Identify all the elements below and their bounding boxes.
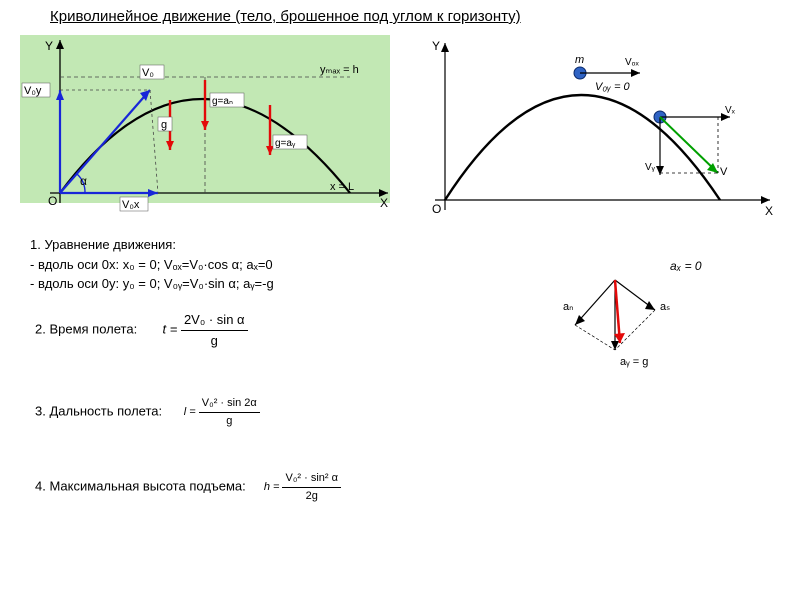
- svg-text:X: X: [380, 196, 388, 210]
- svg-text:aₓ = 0: aₓ = 0: [670, 259, 702, 273]
- range: 3. Дальность полета: l = V₀² · sin 2α g: [35, 395, 260, 429]
- eq4-den: 2g: [282, 488, 340, 505]
- svg-text:V: V: [720, 166, 728, 178]
- svg-text:x = L: x = L: [330, 181, 354, 193]
- svg-text:g=aₙ: g=aₙ: [212, 96, 233, 107]
- equations-motion: 1. Уравнение движения: - вдоль оси 0x: x…: [30, 235, 274, 294]
- svg-text:X: X: [765, 204, 773, 218]
- svg-text:O: O: [48, 194, 57, 208]
- eq2-num: 2V₀ · sin α: [181, 310, 248, 331]
- svg-text:g: g: [161, 119, 167, 131]
- eq4-num: V₀² · sin² α: [282, 470, 340, 488]
- eq1-y: - вдоль оси 0y: y₀ = 0; V₀ᵧ=V₀·sin α; aᵧ…: [30, 274, 274, 294]
- eq2-head: 2. Время полета:: [35, 321, 137, 336]
- eq4-head: 4. Максимальная высота подъема:: [35, 478, 246, 493]
- svg-text:V₀y: V₀y: [24, 85, 42, 97]
- svg-text:m: m: [575, 54, 584, 66]
- eq3-num: V₀² · sin 2α: [199, 395, 260, 413]
- eq1-x: - вдоль оси 0x: x₀ = 0; Vₒₓ=V₀·cos α; aₓ…: [30, 255, 274, 275]
- max-height: 4. Максимальная высота подъема: h = V₀² …: [35, 470, 341, 504]
- accel-diagram: aₓ = 0 aₙ aₛ aᵧ = g: [555, 255, 735, 375]
- svg-text:Vᵧ: Vᵧ: [645, 162, 656, 173]
- eq1-head: 1. Уравнение движения:: [30, 235, 274, 255]
- page-title: Криволинейное движение (тело, брошенное …: [50, 8, 521, 25]
- svg-text:V₀x: V₀x: [122, 199, 140, 211]
- svg-text:aₛ: aₛ: [660, 301, 670, 313]
- svg-text:g=aᵧ: g=aᵧ: [275, 138, 296, 149]
- svg-text:aᵧ = g: aᵧ = g: [620, 356, 648, 368]
- eq2-den: g: [181, 331, 248, 351]
- svg-text:aₙ: aₙ: [563, 301, 574, 313]
- eq2-var: t =: [163, 321, 178, 336]
- svg-text:V₀: V₀: [142, 67, 154, 79]
- svg-text:Vₓ: Vₓ: [725, 105, 736, 116]
- left-diagram: Y X O yₘₐₓ = h x = L α V₀ V₀y V₀x g g=aₙ…: [20, 35, 400, 215]
- svg-text:O: O: [432, 202, 441, 216]
- svg-text:V₀ᵧ = 0: V₀ᵧ = 0: [595, 81, 631, 93]
- svg-text:Vₒₓ: Vₒₓ: [625, 57, 639, 68]
- svg-text:α: α: [80, 174, 87, 188]
- svg-text:Y: Y: [432, 39, 440, 53]
- eq3-den: g: [199, 413, 260, 430]
- flight-time: 2. Время полета: t = 2V₀ · sin α g: [35, 310, 248, 350]
- eq4-var: h =: [264, 481, 280, 493]
- svg-text:Y: Y: [45, 39, 53, 53]
- right-diagram: Y X O m Vₒₓ V₀ᵧ = 0 Vₓ Vᵧ V: [420, 35, 780, 220]
- eq3-var: l =: [184, 406, 196, 418]
- eq3-head: 3. Дальность полета:: [35, 403, 162, 418]
- svg-text:yₘₐₓ = h: yₘₐₓ = h: [320, 64, 359, 76]
